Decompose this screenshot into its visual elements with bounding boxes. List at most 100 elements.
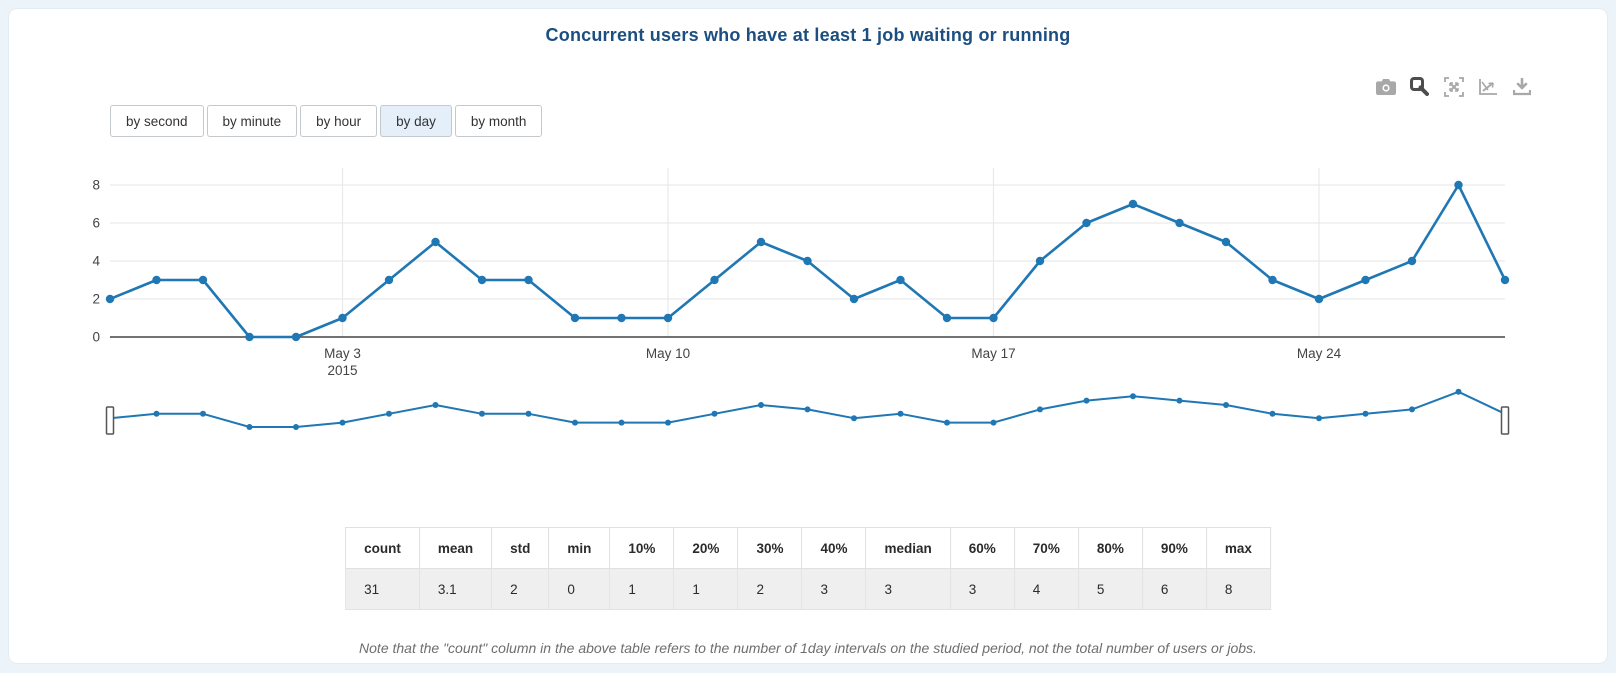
stats-value-cell: 2: [491, 568, 550, 610]
rangeslider-handle-left[interactable]: [105, 406, 115, 435]
rangeslider-point-marker: [665, 419, 671, 426]
stats-header-cell: 20%: [673, 527, 739, 569]
stats-header-cell: 70%: [1013, 527, 1079, 569]
rangeslider-point-marker: [246, 424, 253, 430]
rangeslider-point-marker: [1409, 406, 1415, 413]
rangeslider-point-marker: [1316, 415, 1322, 422]
data-point-marker[interactable]: [942, 313, 952, 323]
data-point-marker[interactable]: [152, 275, 161, 285]
rangeslider-point-marker: [897, 410, 904, 417]
stats-value-cell: 3: [801, 568, 867, 610]
y-tick-label: 8: [92, 178, 100, 193]
stats-header-cell: median: [865, 527, 951, 569]
data-point-marker[interactable]: [1361, 275, 1370, 285]
autoscale-icon[interactable]: [1443, 76, 1464, 97]
stats-header-cell: 30%: [737, 527, 803, 569]
data-point-marker[interactable]: [198, 275, 208, 285]
data-point-marker[interactable]: [1268, 275, 1277, 285]
stats-value-cell: 2: [737, 568, 803, 610]
stats-value-cell: 6: [1141, 568, 1207, 610]
data-point-marker[interactable]: [989, 313, 998, 323]
data-point-marker[interactable]: [384, 275, 394, 285]
rangeslider-point-marker: [1223, 402, 1229, 408]
data-point-marker[interactable]: [524, 275, 533, 285]
stats-value-cell: 0: [548, 568, 611, 610]
camera-icon[interactable]: [1375, 76, 1396, 97]
plot-area[interactable]: [110, 168, 1505, 337]
data-point-marker[interactable]: [1175, 218, 1184, 228]
x-tick-label: May 17: [971, 346, 1015, 361]
range-button-by-hour[interactable]: by hour: [300, 105, 378, 137]
rangeslider-point-marker: [479, 410, 485, 417]
stats-value-cell: 5: [1077, 568, 1143, 610]
stats-table-value-row: 31 3.1 2 0 1 1 2 3 3 3 4 5 6 8: [345, 568, 1271, 610]
rangeslider-handle-right[interactable]: [1500, 406, 1510, 435]
rangeslider-point-marker: [293, 424, 299, 430]
rangeslider-point-marker: [1130, 393, 1136, 400]
range-button-by-day[interactable]: by day: [380, 105, 452, 137]
data-point-marker[interactable]: [1035, 256, 1045, 266]
rangeslider-point-marker: [153, 410, 160, 417]
table-footnote: Note that the "count" column in the abov…: [359, 640, 1257, 656]
data-point-marker[interactable]: [477, 275, 487, 285]
rangeslider-point-marker: [432, 402, 439, 408]
data-point-marker[interactable]: [617, 313, 626, 323]
data-point-marker[interactable]: [291, 332, 301, 342]
plotly-modebar: [1375, 76, 1532, 97]
data-point-marker[interactable]: [663, 313, 673, 323]
rangeslider-point-marker: [339, 419, 346, 426]
zoom-icon[interactable]: [1409, 76, 1430, 97]
data-point-marker[interactable]: [710, 275, 719, 285]
data-point-marker[interactable]: [1128, 199, 1138, 209]
data-point-marker[interactable]: [1454, 180, 1463, 190]
download-icon[interactable]: [1511, 76, 1532, 97]
data-point-marker[interactable]: [1500, 275, 1510, 285]
data-point-marker[interactable]: [1082, 218, 1091, 228]
data-point-marker[interactable]: [570, 313, 580, 323]
data-point-marker[interactable]: [896, 275, 905, 285]
rangeslider-point-marker: [618, 419, 625, 426]
rangeslider-point-marker: [851, 415, 857, 422]
rangeslider-point-marker: [1083, 397, 1090, 404]
range-selector: by second by minute by hour by day by month: [110, 105, 543, 137]
stats-header-cell: 10%: [609, 527, 675, 569]
stats-header-cell: std: [491, 527, 550, 569]
stats-table-header-row: count mean std min 10% 20% 30% 40% median 60% 70% 8…: [345, 527, 1271, 569]
data-point-marker[interactable]: [431, 237, 440, 247]
stats-value-cell: 4: [1013, 568, 1079, 610]
x-tick-label: May 10: [646, 346, 690, 361]
data-point-marker[interactable]: [1407, 256, 1417, 266]
range-button-by-minute[interactable]: by minute: [206, 105, 298, 137]
rangeslider-point-marker: [804, 406, 811, 413]
data-point-marker[interactable]: [803, 256, 812, 266]
rangeslider-point-marker: [572, 419, 578, 426]
rangeslider-track[interactable]: [110, 394, 1505, 446]
x-tick-label: May 24: [1297, 346, 1342, 361]
rangeslider-point-marker: [1269, 410, 1276, 417]
data-point-marker[interactable]: [1314, 294, 1324, 304]
range-button-by-second[interactable]: by second: [110, 105, 204, 137]
stats-header-cell: mean: [418, 527, 493, 569]
rangeslider-point-marker: [944, 419, 950, 426]
stats-header-cell: count: [345, 527, 420, 569]
data-point-marker[interactable]: [338, 313, 347, 323]
rangeslider-point-marker: [990, 419, 997, 426]
data-point-marker[interactable]: [1221, 237, 1231, 247]
data-point-marker[interactable]: [105, 294, 115, 304]
rangeslider-point-marker: [200, 410, 206, 417]
reset-axes-icon[interactable]: [1477, 76, 1498, 97]
y-tick-label: 4: [92, 254, 100, 269]
stats-value-cell: 1: [609, 568, 675, 610]
x-tick-label: May 3: [324, 346, 361, 361]
rangeslider-point-marker: [1362, 410, 1369, 417]
stats-value-cell: 8: [1205, 568, 1271, 610]
stats-header-cell: 80%: [1077, 527, 1143, 569]
data-point-marker[interactable]: [849, 294, 859, 304]
data-point-marker[interactable]: [245, 332, 254, 342]
rangeslider-point-marker: [711, 410, 718, 417]
range-button-by-month[interactable]: by month: [454, 105, 543, 137]
data-point-marker[interactable]: [756, 237, 766, 247]
timeseries-chart: 0 2 4 6 8 May 3 2015 May 10 May 17 May 24: [92, 168, 1510, 446]
stats-table: count mean std min 10% 20% 30% 40% median 60% 70% 8…: [345, 527, 1271, 610]
